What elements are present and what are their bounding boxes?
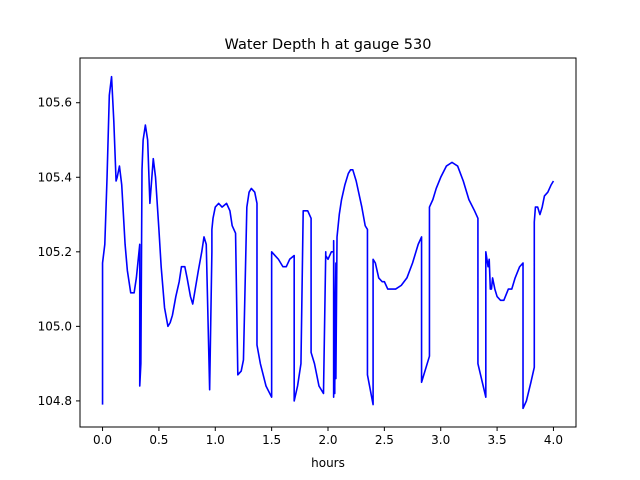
x-tick-label: 3.5 (488, 433, 507, 447)
series-line (101, 75, 555, 410)
chart-title: Water Depth h at gauge 530 (225, 37, 432, 53)
x-tick-label: 1.5 (262, 433, 281, 447)
y-tick-label: 105.0 (38, 319, 72, 333)
x-tick-label: 3.0 (431, 433, 450, 447)
x-tick-label: 0.5 (149, 433, 168, 447)
x-tick-label: 2.0 (318, 433, 337, 447)
y-tick-label: 104.8 (38, 394, 72, 408)
ticks-layer: 0.0 0.5 1.0 1.5 2.0 2.5 3.0 3.5 4.0 104.8 105.0 105… (38, 96, 563, 447)
series-layer (101, 75, 555, 410)
x-tick-label: 2.5 (375, 433, 394, 447)
x-tick-label: 4.0 (544, 433, 563, 447)
x-tick-label: 1.0 (206, 433, 225, 447)
y-tick-label: 105.4 (38, 170, 72, 184)
plot-frame (79, 57, 577, 428)
x-axis-label: hours (311, 456, 345, 470)
y-tick-label: 105.2 (38, 245, 72, 259)
y-tick-label: 105.6 (38, 96, 72, 110)
x-tick-label: 0.0 (93, 433, 112, 447)
